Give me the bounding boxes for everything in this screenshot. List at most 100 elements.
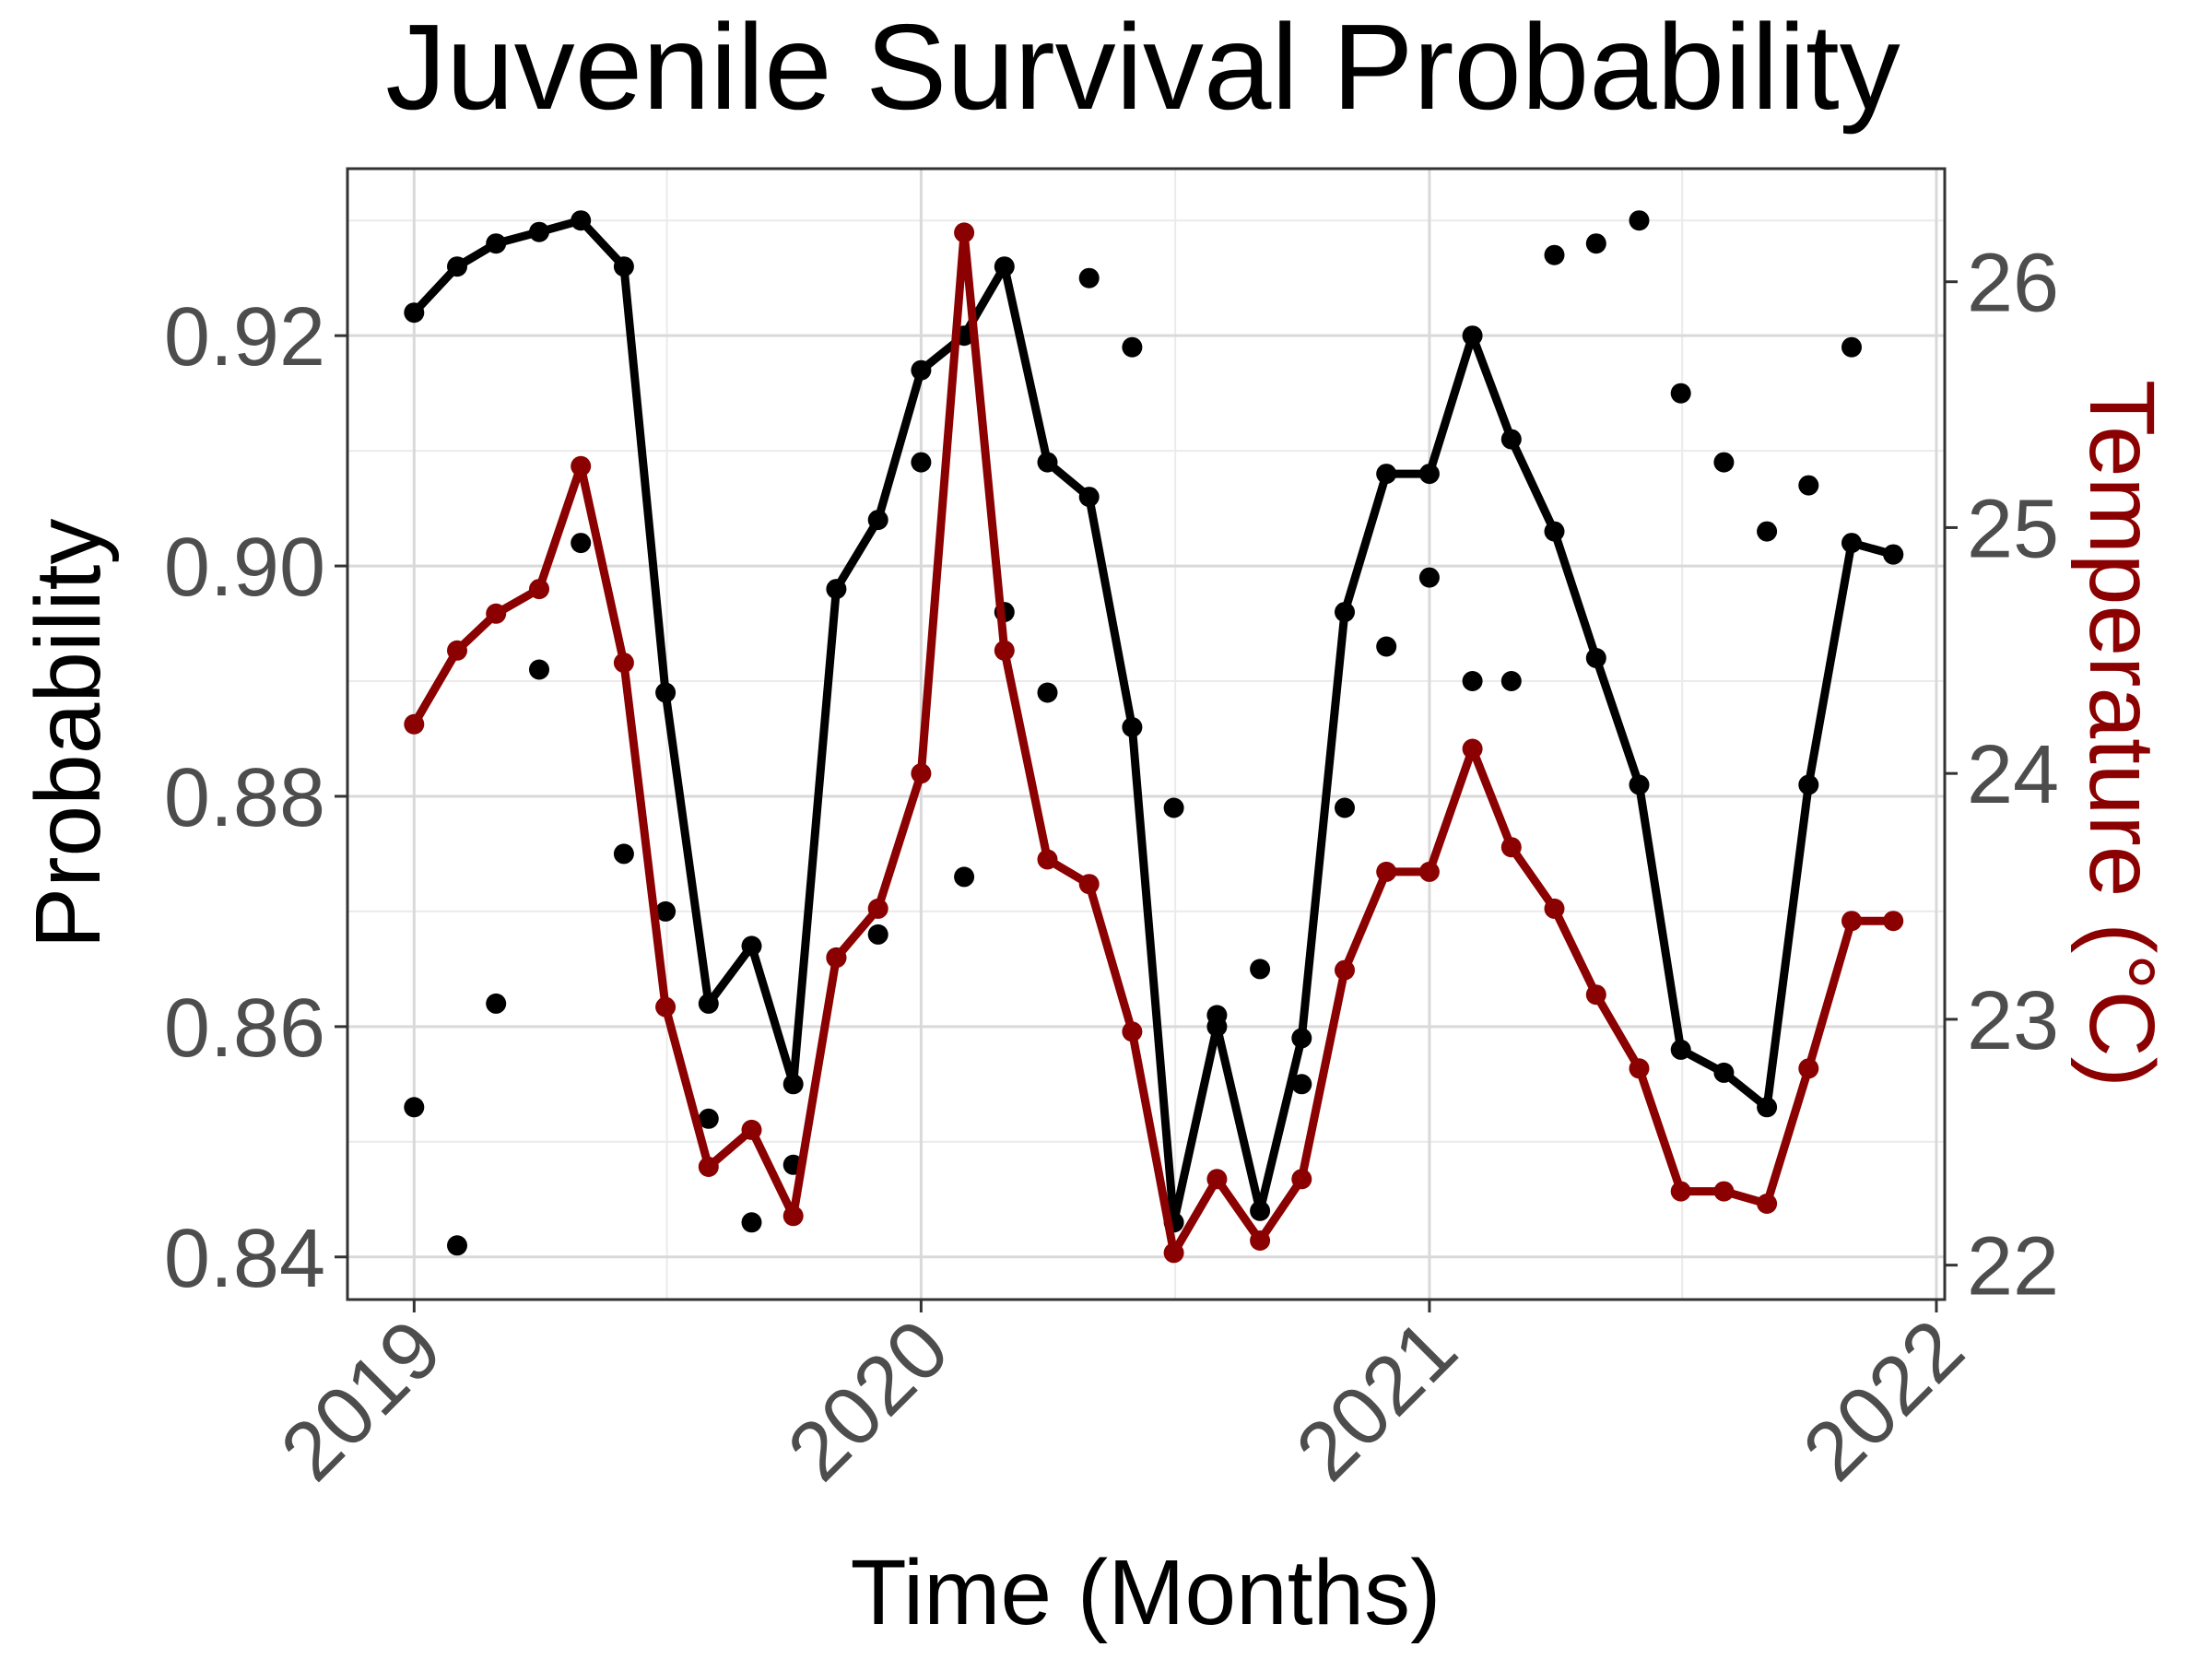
probability-point	[1376, 464, 1397, 485]
observed-probability-point	[613, 843, 634, 865]
observed-probability-point	[1418, 567, 1440, 588]
probability-point	[741, 935, 762, 957]
observed-probability-point	[447, 1235, 467, 1256]
y-right-tick-label: 23	[1967, 975, 2059, 1067]
observed-probability-point	[867, 924, 888, 945]
observed-probability-point	[1206, 1005, 1228, 1026]
observed-probability-point	[1462, 671, 1483, 691]
temperature-point	[698, 1157, 719, 1177]
y-tick-label: 0.84	[164, 1213, 325, 1305]
probability-point	[529, 221, 549, 242]
temperature-point	[1500, 837, 1522, 858]
observed-probability-point	[1544, 244, 1565, 265]
probability-point	[911, 359, 932, 381]
observed-probability-point	[1376, 636, 1397, 657]
probability-point	[1670, 1039, 1691, 1060]
observed-probability-point	[1291, 1074, 1312, 1095]
x-axis-label: Time (Months)	[851, 1541, 1441, 1644]
observed-probability-point	[1037, 682, 1058, 703]
probability-point	[1798, 774, 1819, 795]
observed-probability-point	[1500, 671, 1522, 691]
probability-point	[867, 510, 888, 531]
temperature-point	[782, 1206, 804, 1227]
probability-line	[409, 216, 1898, 1227]
observed-probability-point	[404, 1097, 425, 1118]
observed-probability-point	[1163, 797, 1184, 818]
probability-point	[404, 302, 425, 324]
y-tick-label: 0.90	[164, 522, 325, 614]
observed-probability-point	[529, 659, 549, 680]
observed-probability-point	[1841, 336, 1862, 358]
observed-probability-point	[655, 900, 677, 922]
temperature-point	[741, 1119, 762, 1140]
probability-point	[1078, 487, 1100, 508]
temperature-point	[994, 640, 1015, 661]
temperature-point	[867, 898, 888, 919]
temperature-point	[1841, 911, 1862, 932]
probability-point	[1122, 717, 1143, 737]
temperature-point	[1291, 1169, 1312, 1190]
plot-border	[346, 167, 1947, 1301]
probability-point	[1291, 1028, 1312, 1049]
probability-point	[698, 993, 719, 1014]
y-right-tick-label: 25	[1967, 483, 2059, 575]
temperature-point	[1335, 959, 1355, 981]
temperature-point	[1418, 861, 1440, 882]
observed-probability-point	[1078, 267, 1100, 288]
temperature-point	[486, 603, 507, 624]
series	[404, 210, 1904, 1264]
temperature-line	[409, 228, 1898, 1257]
probability-point	[447, 256, 467, 277]
probability-point	[826, 579, 847, 600]
temperature-point	[1544, 898, 1565, 919]
probability-point	[1250, 1200, 1271, 1221]
temperature-point	[1462, 738, 1483, 759]
temperature-point	[1585, 984, 1606, 1006]
observed-probability-point	[1798, 475, 1819, 496]
y-tick-label: 0.88	[164, 752, 325, 844]
temperature-point	[1798, 1058, 1819, 1079]
temperature-point	[1376, 861, 1397, 882]
temperature-point	[826, 947, 847, 969]
observed-probability-point	[911, 452, 932, 473]
observed-probability-point	[1883, 544, 1904, 565]
y-axis-right-label: Temperature (°C)	[2070, 380, 2173, 1088]
observed-probability-point	[954, 866, 975, 888]
probability-point	[1418, 464, 1440, 485]
probability-point	[1500, 429, 1522, 450]
chart-title: Juvenile Survival Probability	[385, 0, 1900, 135]
probability-point	[1757, 1097, 1778, 1118]
probability-point	[1544, 521, 1565, 542]
probability-point	[613, 256, 634, 277]
observed-probability-point	[1585, 233, 1606, 254]
temperature-point	[1883, 911, 1904, 932]
observed-probability-point	[1713, 452, 1735, 473]
y-right-tick-label: 26	[1967, 238, 2059, 330]
probability-point	[782, 1074, 804, 1095]
observed-probability-point	[1670, 382, 1691, 404]
observed-probability-point	[1335, 797, 1355, 818]
y-right-tick-label: 24	[1967, 729, 2059, 821]
temperature-point	[1629, 1058, 1650, 1079]
temperature-point	[1163, 1242, 1184, 1264]
probability-point	[1037, 452, 1058, 473]
temperature-point	[1078, 874, 1100, 895]
observed-probability-point	[571, 533, 592, 554]
temperature-point	[1670, 1181, 1691, 1202]
probability-point	[1462, 325, 1483, 347]
probability-point	[994, 256, 1015, 277]
probability-point	[1629, 774, 1650, 795]
temperature-point	[655, 996, 677, 1018]
y-tick-label: 0.92	[164, 291, 325, 383]
observed-probability-point	[741, 1212, 762, 1233]
temperature-point	[447, 640, 467, 661]
temperature-point	[1250, 1230, 1271, 1251]
observed-probability-point	[1250, 959, 1271, 980]
temperature-point	[911, 763, 932, 784]
observed-probability-point	[1629, 210, 1650, 231]
probability-point	[1335, 602, 1355, 623]
probability-point	[486, 233, 507, 254]
probability-point	[571, 210, 592, 231]
y-axis-label: Probability	[17, 519, 120, 949]
